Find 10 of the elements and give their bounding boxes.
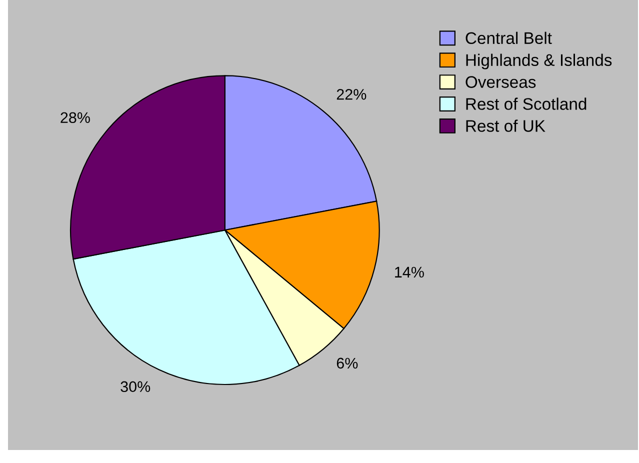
- data-label: 14%: [395, 266, 424, 278]
- legend-label: Rest of UK: [466, 120, 546, 132]
- data-label: 30%: [120, 381, 150, 392]
- legend-label: Overseas: [466, 76, 536, 88]
- data-label: 28%: [60, 112, 90, 124]
- data-label: 6%: [336, 358, 358, 369]
- legend-label: Central Belt: [466, 32, 552, 44]
- legend-label: Highlands & Islands: [466, 54, 612, 70]
- data-label: 22%: [336, 88, 366, 100]
- legend-label: Rest of Scotland: [466, 98, 586, 110]
